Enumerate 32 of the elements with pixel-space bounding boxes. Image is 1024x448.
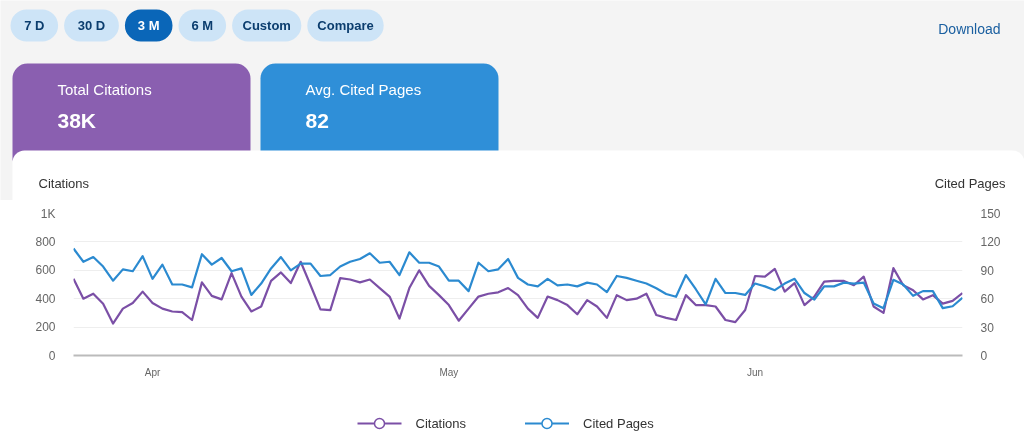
- y-tick-label: 200: [35, 320, 56, 335]
- text: 38K: [57, 109, 97, 132]
- x-tick-label: Jun: [747, 366, 764, 378]
- y2-tick-label: 30: [980, 320, 995, 335]
- text: 6 M: [191, 18, 214, 33]
- legend-label: Cited Pages: [583, 416, 655, 431]
- y-tick-label: 800: [35, 234, 56, 249]
- text: 3 M: [137, 18, 160, 33]
- y-tick-label: 1K: [40, 206, 56, 221]
- y2-tick-label: 150: [980, 207, 1001, 221]
- x-tick-label: Apr: [144, 366, 161, 378]
- x-tick-label: May: [439, 366, 459, 378]
- text: Compare: [317, 18, 374, 33]
- text: Total Citations: [57, 81, 152, 98]
- line-series: [73, 260, 963, 325]
- text: Custom: [242, 18, 291, 33]
- text: 82: [305, 108, 329, 132]
- y-axis-title: Citations: [38, 176, 90, 191]
- y2-tick-label: 0: [980, 349, 988, 363]
- y2-axis-title: Cited Pages: [934, 176, 1006, 191]
- legend-label: Citations: [415, 416, 467, 431]
- y-tick-label: 0: [48, 348, 56, 363]
- text: 7 D: [24, 18, 45, 33]
- y2-tick-label: 90: [980, 263, 995, 278]
- y-tick-label: 400: [35, 291, 56, 306]
- y2-tick-label: 60: [980, 292, 995, 307]
- text: 30 D: [77, 18, 106, 33]
- y-tick-label: 600: [35, 263, 56, 278]
- line-series: [73, 247, 963, 310]
- text: Avg. Cited Pages: [305, 81, 422, 98]
- text: Download: [938, 20, 1001, 37]
- y2-tick-label: 120: [980, 235, 1001, 250]
